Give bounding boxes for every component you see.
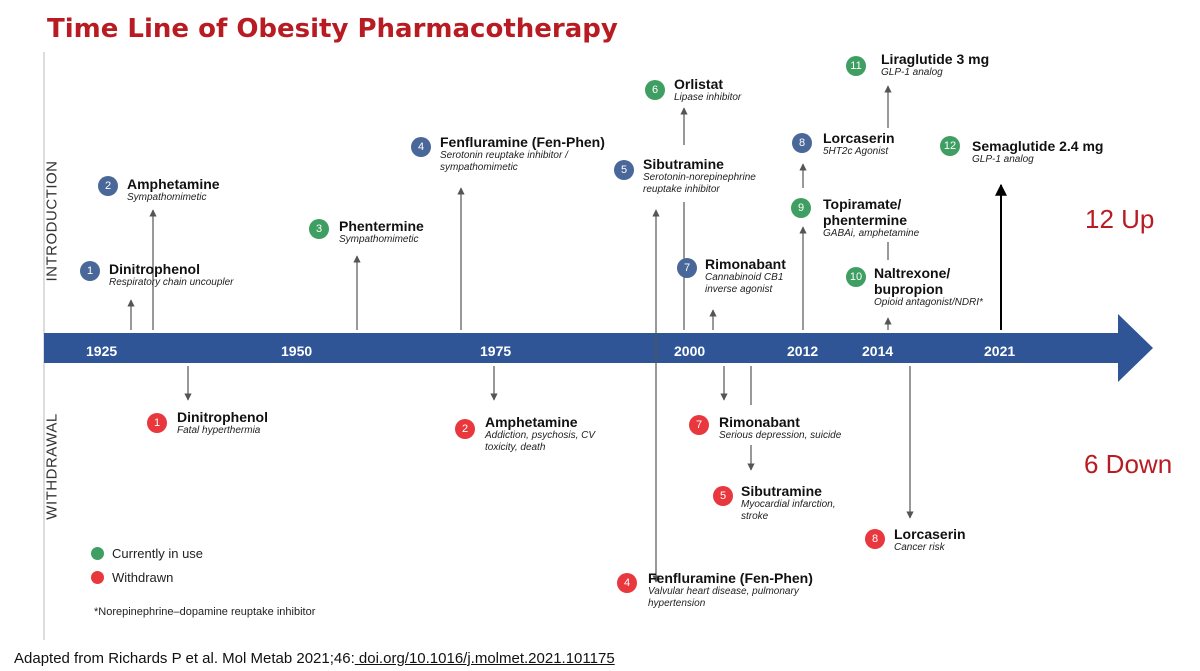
- intro-3-name: Phentermine: [339, 218, 424, 234]
- withdraw-7-badge: 7: [689, 415, 709, 435]
- intro-9-badge: 9: [791, 198, 811, 218]
- withdraw-8-label: Lorcaserin Cancer risk: [894, 526, 966, 554]
- withdraw-7-label: Rimonabant Serious depression, suicide: [719, 414, 841, 442]
- withdraw-4-label: Fenfluramine (Fen-Phen) Valvular heart d…: [648, 570, 823, 610]
- intro-11-label: Liraglutide 3 mg GLP-1 analog: [881, 51, 989, 79]
- withdraw-7-desc: Serious depression, suicide: [719, 430, 842, 441]
- intro-3-label: Phentermine Sympathomimetic: [339, 218, 424, 246]
- intro-8-desc: 5HT2c Agonist: [823, 146, 889, 157]
- footnote: *Norepinephrine–dopamine reuptake inhibi…: [94, 606, 316, 618]
- legend-withdrawn-label: Withdrawn: [112, 570, 174, 585]
- citation: Adapted from Richards P et al. Mol Metab…: [14, 650, 615, 667]
- withdraw-4-desc: Valvular heart disease, pulmonary hypert…: [648, 586, 799, 609]
- intro-11-name: Liraglutide 3 mg: [881, 51, 990, 67]
- intro-1-desc: Respiratory chain uncoupler: [109, 277, 234, 288]
- page-title: Time Line of Obesity Pharmacotherapy: [47, 14, 618, 44]
- intro-4-label: Fenfluramine (Fen-Phen) Serotonin reupta…: [440, 134, 610, 174]
- year-2000: 2000: [674, 343, 706, 359]
- intro-6-name: Orlistat: [674, 76, 724, 92]
- intro-1-label: Dinitrophenol Respiratory chain uncouple…: [109, 261, 234, 289]
- timeline-arrow: [44, 314, 1153, 382]
- intro-4-desc: Serotonin reuptake inhibitor / sympathom…: [440, 150, 568, 173]
- withdraw-1-label: Dinitrophenol Fatal hyperthermia: [177, 409, 268, 437]
- intro-6-desc: Lipase inhibitor: [674, 92, 742, 103]
- intro-2-name: Amphetamine: [127, 176, 220, 192]
- withdraw-1-desc: Fatal hyperthermia: [177, 425, 261, 436]
- withdraw-2-badge: 2: [455, 419, 475, 439]
- withdraw-8-desc: Cancer risk: [894, 542, 945, 553]
- intro-10-name: Naltrexone/ bupropion: [874, 265, 951, 297]
- summary-up: 12 Up: [1085, 204, 1155, 234]
- intro-5-desc: Serotonin-norepinephrine reuptake inhibi…: [643, 172, 756, 195]
- intro-3-badge: 3: [309, 219, 329, 239]
- intro-9-label: Topiramate/ phentermine GABAi, amphetami…: [823, 196, 938, 240]
- intro-7-desc: Cannabinoid CB1 inverse agonist: [705, 272, 784, 295]
- withdraw-5-label: Sibutramine Myocardial infarction, strok…: [741, 483, 851, 523]
- year-1925: 1925: [86, 343, 118, 359]
- intro-2-badge: 2: [98, 176, 118, 196]
- intro-10-label: Naltrexone/ bupropion Opioid antagonist/…: [874, 265, 1009, 309]
- intro-10-badge: 10: [846, 267, 866, 287]
- intro-6-badge: 6: [645, 80, 665, 100]
- intro-11-desc: GLP-1 analog: [881, 67, 943, 78]
- intro-10-desc: Opioid antagonist/NDRI*: [874, 297, 983, 308]
- intro-7-name: Rimonabant: [705, 256, 786, 272]
- withdraw-2-label: Amphetamine Addiction, psychosis, CV tox…: [485, 414, 605, 454]
- intro-9-name: Topiramate/ phentermine: [823, 196, 908, 228]
- intro-7-label: Rimonabant Cannabinoid CB1 inverse agoni…: [705, 256, 815, 296]
- intro-5-name: Sibutramine: [643, 156, 724, 172]
- withdraw-2-name: Amphetamine: [485, 414, 578, 430]
- intro-9-desc: GABAi, amphetamine: [823, 228, 920, 239]
- withdraw-5-badge: 5: [713, 486, 733, 506]
- intro-6-label: Orlistat Lipase inhibitor: [674, 76, 741, 104]
- intro-8-label: Lorcaserin 5HT2c Agonist: [823, 130, 895, 158]
- year-2014: 2014: [862, 343, 894, 359]
- citation-doi[interactable]: doi.org/10.1016/j.molmet.2021.101175: [354, 650, 615, 667]
- intro-3-desc: Sympathomimetic: [339, 234, 419, 245]
- withdraw-4-badge: 4: [617, 573, 637, 593]
- withdraw-1-name: Dinitrophenol: [177, 409, 268, 425]
- intro-2-desc: Sympathomimetic: [127, 192, 207, 203]
- year-1975: 1975: [480, 343, 512, 359]
- intro-12-desc: GLP-1 analog: [972, 154, 1034, 165]
- withdraw-1-badge: 1: [147, 413, 167, 433]
- intro-5-label: Sibutramine Serotonin-norepinephrine reu…: [643, 156, 773, 196]
- axis-label-introduction: INTRODUCTION: [43, 160, 61, 282]
- withdraw-5-name: Sibutramine: [741, 483, 822, 499]
- intro-11-badge: 11: [846, 56, 866, 76]
- intro-5-badge: 5: [614, 160, 634, 180]
- year-1950: 1950: [281, 343, 313, 359]
- year-2012: 2012: [787, 343, 819, 359]
- legend-in-use-dot: [91, 547, 104, 560]
- withdraw-8-badge: 8: [865, 529, 885, 549]
- intro-8-badge: 8: [792, 133, 812, 153]
- withdraw-8-name: Lorcaserin: [894, 526, 966, 542]
- legend-withdrawn-dot: [91, 571, 104, 584]
- intro-7-badge: 7: [677, 258, 697, 278]
- intro-8-name: Lorcaserin: [823, 130, 895, 146]
- legend-in-use-label: Currently in use: [112, 546, 204, 561]
- intro-12-badge: 12: [940, 136, 960, 156]
- intro-4-badge: 4: [411, 137, 431, 157]
- intro-12-label: Semaglutide 2.4 mg GLP-1 analog: [972, 138, 1103, 166]
- summary-down: 6 Down: [1084, 449, 1173, 479]
- year-2021: 2021: [984, 343, 1016, 359]
- withdraw-2-desc: Addiction, psychosis, CV toxicity, death: [485, 430, 596, 453]
- withdraw-7-name: Rimonabant: [719, 414, 800, 430]
- intro-4-name: Fenfluramine (Fen-Phen): [440, 134, 605, 150]
- withdraw-5-desc: Myocardial infarction, stroke: [741, 499, 836, 522]
- intro-12-name: Semaglutide 2.4 mg: [972, 138, 1104, 154]
- intro-2-label: Amphetamine Sympathomimetic: [127, 176, 220, 204]
- withdraw-4-name: Fenfluramine (Fen-Phen): [648, 570, 813, 586]
- intro-1-badge: 1: [80, 261, 100, 281]
- intro-1-name: Dinitrophenol: [109, 261, 200, 277]
- citation-text: Adapted from Richards P et al. Mol Metab…: [14, 650, 355, 667]
- axis-label-withdrawal: WITHDRAWAL: [43, 413, 61, 520]
